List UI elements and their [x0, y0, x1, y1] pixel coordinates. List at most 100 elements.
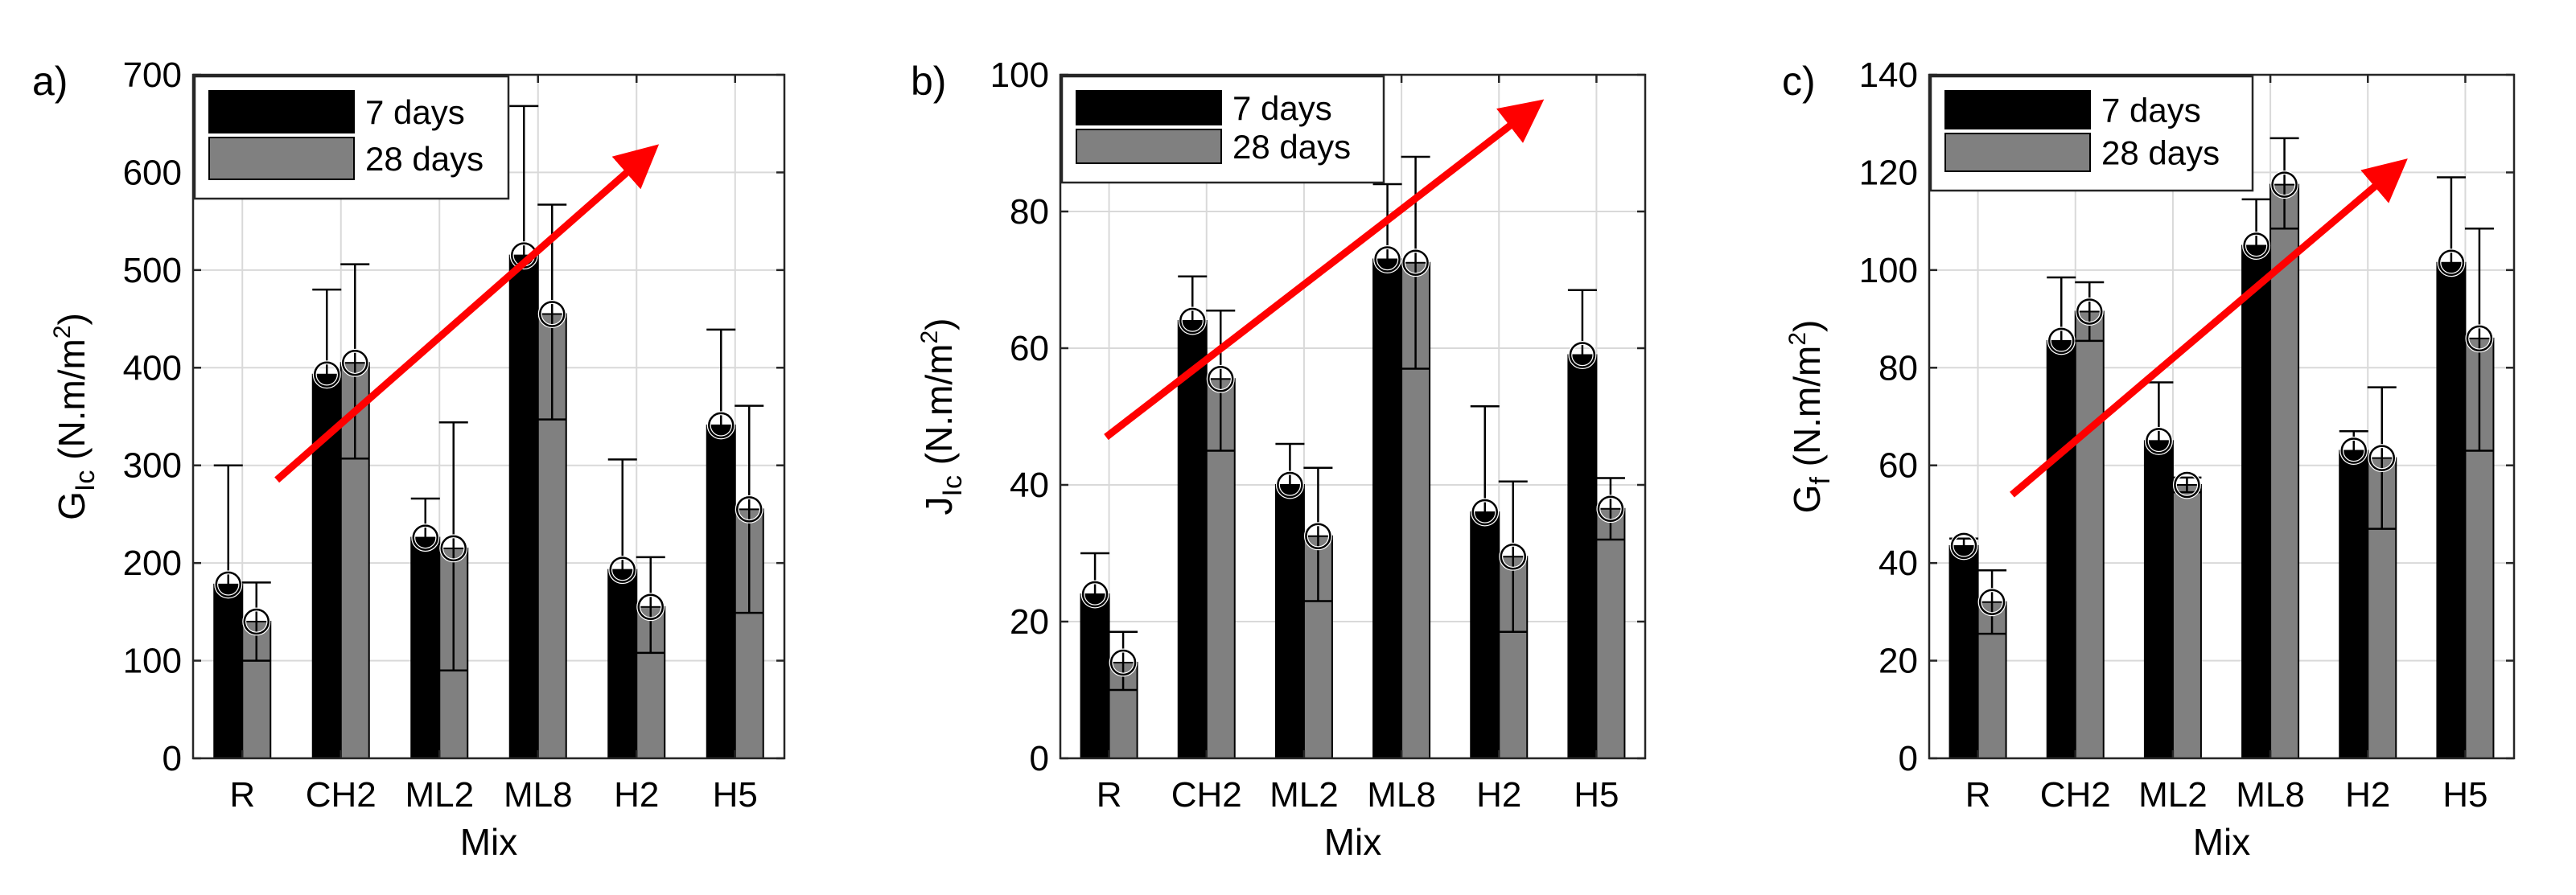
legend-swatch: [1944, 90, 2091, 129]
value-marker: [1500, 544, 1526, 570]
ytick-label: 200: [123, 544, 182, 583]
xtick-label: ML2: [405, 775, 474, 815]
value-marker: [2076, 298, 2103, 325]
legend-swatch: [1076, 129, 1222, 164]
value-marker: [2466, 325, 2493, 352]
ytick-label: 40: [1879, 544, 1918, 583]
value-marker: [1402, 249, 1429, 276]
ytick-label: 0: [1030, 739, 1049, 778]
value-marker: [243, 608, 270, 635]
value-marker: [342, 349, 368, 376]
bar-7days-ch2: [2046, 339, 2076, 759]
y-axis-title: Gf (N.m/m2): [1784, 320, 1836, 514]
legend-swatch: [208, 137, 355, 180]
xtick-label: H5: [1574, 775, 1619, 815]
ytick-label: 100: [123, 642, 182, 681]
ytick-label: 40: [1010, 466, 1049, 505]
xtick-label: H5: [713, 775, 758, 815]
value-marker: [1374, 246, 1401, 273]
y-axis-title: JIc (N.m/m2): [916, 318, 968, 515]
chart-panel-3: 0 20 40 60 80 100 120 140 R CH2 ML2 ML8 H2 H5 Mix Gf (N…: [1782, 55, 2516, 863]
legend-label: 28 days: [1232, 128, 1351, 166]
value-marker: [314, 361, 340, 388]
ytick-label: 20: [1879, 642, 1918, 681]
bar-28days-r: [1977, 601, 2007, 760]
value-marker: [1179, 307, 1206, 335]
bar-7days-h2: [1470, 511, 1500, 759]
value-marker: [1569, 342, 1596, 368]
legend-label: 7 days: [365, 93, 465, 131]
bar-28days-h5: [1595, 507, 1626, 759]
value-marker: [1277, 471, 1303, 499]
trend-arrow: [1104, 99, 1545, 441]
ytick-label: 400: [123, 348, 182, 388]
value-marker: [1208, 366, 1234, 392]
axes-box: [1928, 73, 2516, 760]
value-marker: [2048, 327, 2075, 355]
bar-7days-ml8: [508, 254, 539, 759]
x-axis-title: Mix: [460, 821, 518, 863]
legend-swatch: [208, 90, 355, 133]
value-marker: [708, 412, 735, 439]
legend-label: 7 days: [2101, 92, 2201, 129]
xtick-label: CH2: [2040, 775, 2111, 815]
value-marker: [609, 556, 636, 583]
xtick-label: ML8: [1367, 775, 1436, 815]
bar-28days-ml8: [2269, 183, 2300, 760]
ytick-label: 0: [1899, 739, 1918, 778]
value-marker: [412, 524, 438, 551]
ytick-label: 300: [123, 446, 182, 486]
chart-panel-1: 0 100 200 300 400 500 600 700 R CH2 ML2 ML8 H2 H5 Mix G…: [32, 55, 786, 863]
value-marker: [440, 535, 467, 562]
ytick-label: 20: [1010, 602, 1049, 642]
ytick-label: 500: [123, 251, 182, 290]
value-marker: [2243, 232, 2269, 259]
xtick-label: R: [1965, 775, 1991, 815]
value-marker: [2174, 471, 2200, 499]
value-marker: [1109, 649, 1137, 676]
ytick-label: 600: [123, 153, 182, 192]
legend-swatch: [1076, 90, 1222, 125]
bar-28days-ch2: [2074, 310, 2105, 759]
panel-label: c): [1782, 59, 1816, 104]
bar-28days-ml2: [2171, 484, 2202, 759]
value-marker: [1597, 495, 1624, 522]
value-marker: [1081, 581, 1109, 608]
ytick-label: 120: [1859, 153, 1918, 192]
bar-7days-h5: [706, 424, 736, 760]
bar-7days-ml2: [410, 536, 441, 759]
xtick-label: R: [229, 775, 255, 815]
xtick-label: H2: [2345, 775, 2390, 815]
xtick-label: ML2: [1269, 775, 1339, 815]
xtick-label: CH2: [1171, 775, 1242, 815]
bar-7days-r: [1080, 593, 1110, 759]
panel-label: b): [911, 59, 946, 104]
bar-7days-h2: [2339, 450, 2369, 759]
x-axis-title: Mix: [2193, 821, 2251, 863]
bar-7days-ml8: [2241, 244, 2272, 759]
chart-panel-2: 0 20 40 60 80 100 R CH2 ML2 ML8 H2 H5 Mix JIc (N.m/m2…: [911, 55, 1647, 863]
xtick-label: ML8: [504, 775, 573, 815]
panel-label: a): [32, 59, 68, 104]
xtick-label: ML2: [2138, 775, 2208, 815]
xtick-label: H2: [614, 775, 659, 815]
ytick-label: 100: [1859, 251, 1918, 290]
x-axis-title: Mix: [1324, 821, 1382, 863]
value-marker: [2368, 445, 2395, 471]
bar-7days-ch2: [1177, 320, 1208, 759]
ytick-label: 100: [990, 55, 1049, 95]
bar-7days-ml2: [1274, 484, 1305, 759]
value-marker: [1978, 589, 2006, 615]
bar-7days-ml2: [2143, 440, 2174, 759]
xtick-label: H2: [1476, 775, 1521, 815]
value-marker: [1950, 532, 1977, 560]
trend-arrow: [2010, 158, 2408, 498]
value-marker: [2146, 428, 2172, 454]
value-marker: [1471, 499, 1498, 526]
bar-7days-r: [1948, 544, 1979, 760]
axes-box: [191, 73, 786, 760]
